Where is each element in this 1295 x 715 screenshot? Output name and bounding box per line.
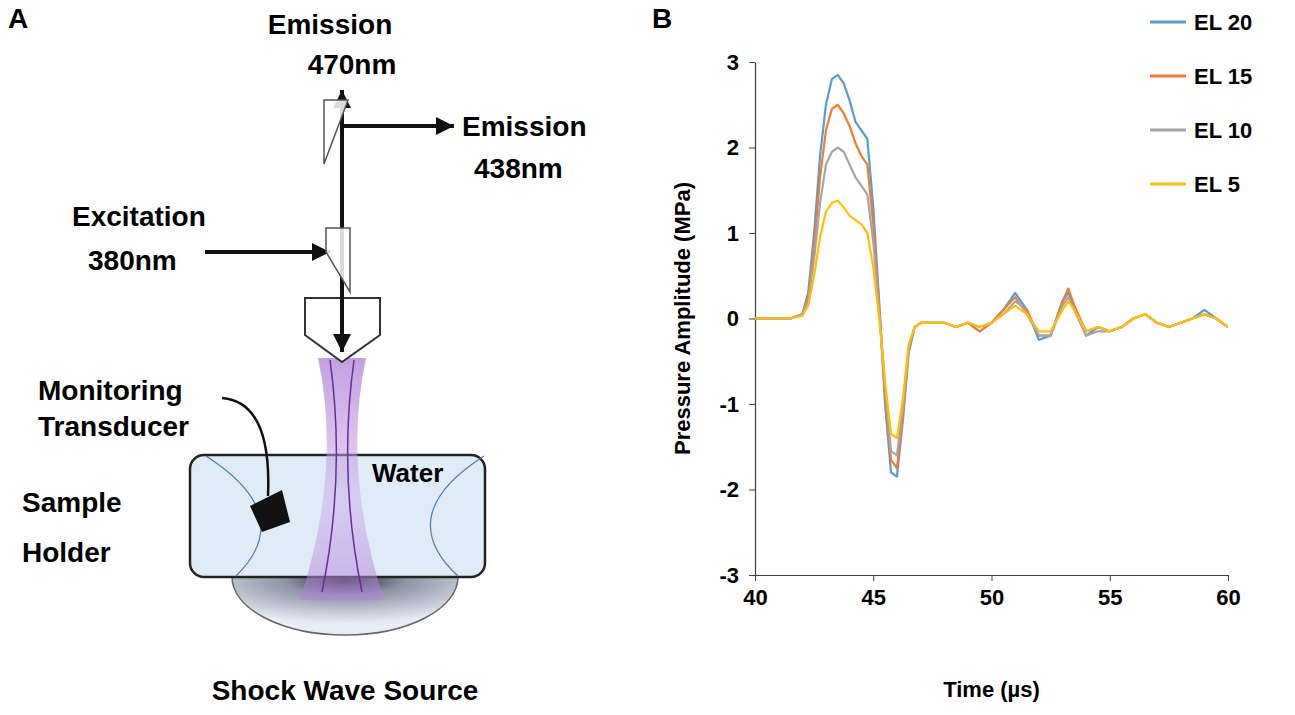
y-tick-mark bbox=[749, 490, 755, 491]
x-tick-label: 45 bbox=[862, 585, 886, 610]
y-tick-label: 1 bbox=[727, 221, 739, 246]
x-tick-mark bbox=[1228, 575, 1229, 581]
series-line bbox=[755, 75, 1228, 477]
panel-label: B bbox=[652, 3, 672, 34]
y-tick: 2 bbox=[727, 135, 755, 160]
y-tick-label: -2 bbox=[719, 477, 739, 502]
legend-swatch bbox=[1150, 129, 1186, 132]
x-tick-mark bbox=[1110, 575, 1111, 581]
panel-b: B 40 45 50 55 60 -3 -2 -1 0 1 2 3 Time (µs) Pressure A… bbox=[652, 3, 1252, 702]
y-tick: 1 bbox=[727, 221, 755, 246]
y-tick: -1 bbox=[719, 392, 755, 417]
x-tick: 55 bbox=[1098, 575, 1122, 610]
x-axis: 40 45 50 55 60 bbox=[743, 575, 1240, 610]
arrow-shaft bbox=[205, 250, 330, 254]
monitoring-transducer bbox=[250, 490, 290, 532]
x-tick: 60 bbox=[1216, 575, 1240, 610]
plot-lines bbox=[755, 75, 1228, 477]
legend-label: EL 20 bbox=[1194, 10, 1252, 35]
y-tick-mark bbox=[749, 233, 755, 234]
label-emission: Emission bbox=[462, 111, 586, 142]
y-tick: 0 bbox=[727, 306, 755, 331]
x-tick-label: 50 bbox=[980, 585, 1004, 610]
label-wavelength: 470nm bbox=[308, 49, 397, 80]
legend-swatch bbox=[1150, 183, 1186, 186]
dichroic-mirror bbox=[324, 100, 348, 164]
series-line bbox=[755, 201, 1228, 439]
x-axis-title: Time (µs) bbox=[943, 677, 1040, 702]
y-tick-mark bbox=[749, 404, 755, 405]
legend-label: EL 10 bbox=[1194, 118, 1252, 143]
label-source: Shock Wave Source bbox=[212, 675, 479, 706]
y-tick-mark bbox=[749, 319, 755, 320]
y-tick-label: -1 bbox=[719, 392, 739, 417]
transducer-cable bbox=[222, 398, 268, 496]
y-axis-title: Pressure Amplitude (MPa) bbox=[670, 182, 695, 455]
label-wavelength: 438nm bbox=[474, 153, 563, 184]
label-holder: Sample bbox=[22, 487, 122, 518]
x-tick-label: 55 bbox=[1098, 585, 1122, 610]
label-holder: Holder bbox=[22, 537, 111, 568]
legend-label: EL 15 bbox=[1194, 64, 1252, 89]
x-tick-label: 40 bbox=[743, 585, 767, 610]
arrow bbox=[342, 117, 454, 135]
focus-curve bbox=[206, 456, 261, 576]
label-transducer: Monitoring bbox=[38, 375, 183, 406]
x-tick: 45 bbox=[862, 575, 886, 610]
y-axis: -3 -2 -1 0 1 2 3 bbox=[719, 50, 755, 588]
legend-swatch bbox=[1150, 75, 1186, 78]
label-excitation: Excitation bbox=[72, 201, 206, 232]
y-tick-label: 3 bbox=[727, 50, 739, 75]
legend-item: EL 20 bbox=[1150, 10, 1252, 35]
arrow-head bbox=[436, 117, 454, 135]
panel-label: A bbox=[8, 3, 28, 34]
x-tick: 50 bbox=[980, 575, 1004, 610]
y-tick-label: 0 bbox=[727, 306, 739, 331]
figure: A Emission 470nm Emission 438nm Excitation 380… bbox=[0, 0, 1295, 715]
x-tick-label: 60 bbox=[1216, 585, 1240, 610]
label-water: Water bbox=[372, 458, 443, 488]
dichroic-mirror bbox=[326, 228, 350, 292]
y-tick-label: -3 bbox=[719, 563, 739, 588]
label-wavelength: 380nm bbox=[88, 245, 177, 276]
x-tick-mark bbox=[873, 575, 874, 581]
x-tick-mark bbox=[755, 575, 756, 581]
y-tick-mark bbox=[749, 62, 755, 63]
arrow bbox=[205, 243, 330, 261]
y-tick-label: 2 bbox=[727, 135, 739, 160]
arrow-head bbox=[333, 334, 351, 352]
arrow-shaft bbox=[340, 90, 344, 352]
canvas-svg: A Emission 470nm Emission 438nm Excitation 380… bbox=[0, 0, 1295, 715]
x-tick: 40 bbox=[743, 575, 767, 610]
legend-swatch bbox=[1150, 21, 1186, 24]
label-emission: Emission bbox=[268, 9, 392, 40]
y-tick: -2 bbox=[719, 477, 755, 502]
beam-edge bbox=[348, 360, 362, 592]
series-line bbox=[755, 148, 1228, 456]
legend: EL 20 EL 15 EL 10 EL 5 bbox=[1150, 10, 1252, 197]
y-tick-mark bbox=[749, 148, 755, 149]
beam-edge bbox=[322, 360, 336, 592]
legend-label: EL 5 bbox=[1194, 172, 1240, 197]
y-tick: -3 bbox=[719, 563, 755, 588]
legend-item: EL 15 bbox=[1150, 64, 1252, 89]
legend-item: EL 5 bbox=[1150, 172, 1240, 197]
y-tick: 3 bbox=[727, 50, 755, 75]
label-transducer: Transducer bbox=[38, 411, 189, 442]
legend-item: EL 10 bbox=[1150, 118, 1252, 143]
y-tick-mark bbox=[749, 575, 755, 576]
panel-a: A Emission 470nm Emission 438nm Excitation 380… bbox=[8, 3, 586, 706]
series-line bbox=[755, 105, 1228, 468]
x-tick-mark bbox=[992, 575, 993, 581]
